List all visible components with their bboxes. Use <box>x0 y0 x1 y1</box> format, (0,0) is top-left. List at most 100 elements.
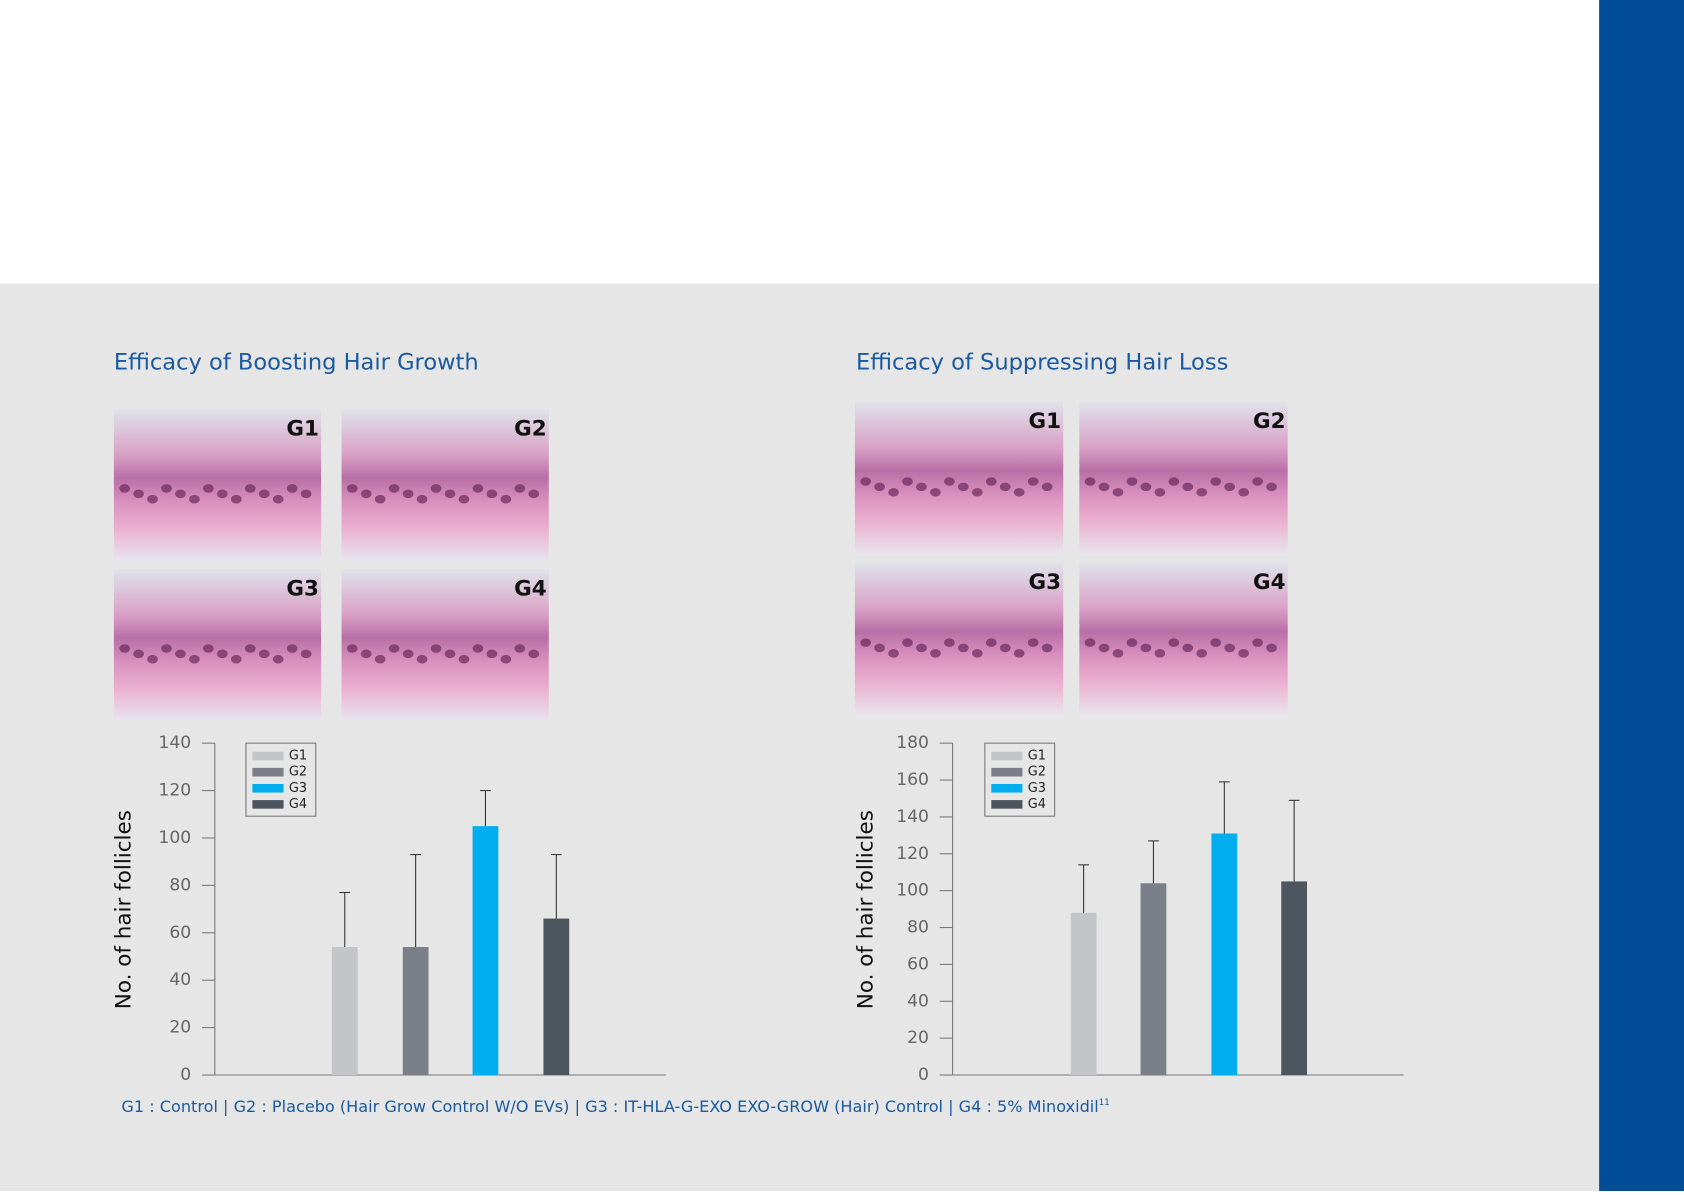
bar <box>1211 833 1238 1076</box>
follicle <box>971 649 983 658</box>
y-tick-label: 80 <box>907 918 929 938</box>
follicle <box>888 487 899 497</box>
legend-label: G3 <box>1028 781 1046 796</box>
follicle <box>1238 649 1250 658</box>
follicle <box>388 484 400 493</box>
follicle <box>1112 649 1124 658</box>
follicle <box>1013 649 1025 658</box>
follicle <box>133 489 144 499</box>
follicle <box>244 644 256 653</box>
follicle <box>1041 482 1053 492</box>
y-tick-label: 100 <box>896 881 929 901</box>
follicle <box>458 494 470 504</box>
bar <box>472 826 499 1076</box>
legend-box <box>245 742 317 817</box>
y-tick-label: 60 <box>169 923 191 943</box>
follicle <box>402 649 414 659</box>
follicle <box>147 654 158 664</box>
follicle <box>1126 638 1138 647</box>
follicle <box>133 649 144 659</box>
micrograph <box>113 409 322 562</box>
bar <box>543 918 570 1076</box>
bar <box>1140 883 1167 1076</box>
y-tick-label: 0 <box>180 1065 191 1085</box>
follicle <box>930 487 941 497</box>
follicle <box>1210 477 1222 486</box>
legend-label: G4 <box>1028 797 1046 812</box>
follicle <box>500 654 512 664</box>
follicle <box>1140 643 1152 653</box>
follicle <box>286 484 298 493</box>
bar <box>402 947 429 1076</box>
follicle <box>1168 477 1180 486</box>
follicle <box>374 654 386 664</box>
follicle <box>999 482 1011 492</box>
follicle <box>230 654 242 664</box>
follicle <box>1252 477 1263 486</box>
legend-swatch <box>991 783 1023 793</box>
follicle <box>175 489 186 499</box>
y-axis-label: No. of hair follicles <box>854 810 879 1009</box>
follicle <box>360 489 372 499</box>
follicle <box>1140 482 1152 492</box>
y-axis-label: No. of hair follicles <box>112 810 137 1009</box>
follicle <box>1224 482 1236 492</box>
follicle <box>514 484 526 493</box>
follicle <box>944 638 955 647</box>
follicle <box>119 644 130 653</box>
follicle <box>230 494 242 504</box>
follicle <box>388 644 400 653</box>
follicle <box>916 482 927 492</box>
follicle <box>500 494 512 504</box>
follicle <box>486 649 498 659</box>
y-tick-label: 20 <box>907 1028 929 1048</box>
legend-swatch <box>252 783 284 793</box>
follicle <box>360 649 372 659</box>
follicle <box>203 484 214 493</box>
follicle <box>258 489 270 499</box>
micrograph-label: G2 <box>1253 409 1286 434</box>
follicle <box>458 654 470 664</box>
follicle <box>528 649 540 659</box>
y-tick-label: 120 <box>896 844 929 864</box>
micrograph-label: G3 <box>286 577 319 602</box>
micrograph <box>854 401 1064 556</box>
y-tick-label: 160 <box>896 770 929 790</box>
follicle <box>1027 638 1039 647</box>
legend-label: G3 <box>289 781 307 796</box>
follicle <box>860 638 871 647</box>
micrograph <box>341 409 549 562</box>
footnote-text: G1 : Control | G2 : Placebo (Hair Grow C… <box>121 1097 1098 1116</box>
follicle <box>472 644 484 653</box>
panel-title: Efficacy of Boosting Hair Growth <box>114 349 479 375</box>
follicle <box>346 644 358 653</box>
follicle <box>985 477 997 486</box>
legend-label: G1 <box>289 749 307 764</box>
follicle <box>985 638 997 647</box>
footnote-ref: 11 <box>1099 1097 1110 1107</box>
follicle <box>957 482 969 492</box>
follicle <box>258 649 270 659</box>
follicle <box>1266 643 1277 653</box>
follicle <box>300 489 312 499</box>
follicle <box>902 638 913 647</box>
follicle <box>402 489 414 499</box>
legend-label: G2 <box>1028 765 1046 780</box>
micrograph-label: G3 <box>1029 570 1062 595</box>
follicle <box>216 489 228 499</box>
legend-label: G4 <box>289 797 307 812</box>
legend-label: G2 <box>289 765 307 780</box>
legend-swatch <box>991 751 1023 761</box>
follicle <box>916 643 927 653</box>
follicle <box>472 484 484 493</box>
follicle <box>1224 643 1236 653</box>
follicle <box>944 477 955 486</box>
follicle <box>1252 638 1263 647</box>
follicle <box>374 494 386 504</box>
follicle <box>1196 487 1208 497</box>
y-tick-label: 0 <box>918 1065 929 1085</box>
follicle <box>161 644 172 653</box>
follicle <box>216 649 228 659</box>
follicle <box>1182 482 1194 492</box>
